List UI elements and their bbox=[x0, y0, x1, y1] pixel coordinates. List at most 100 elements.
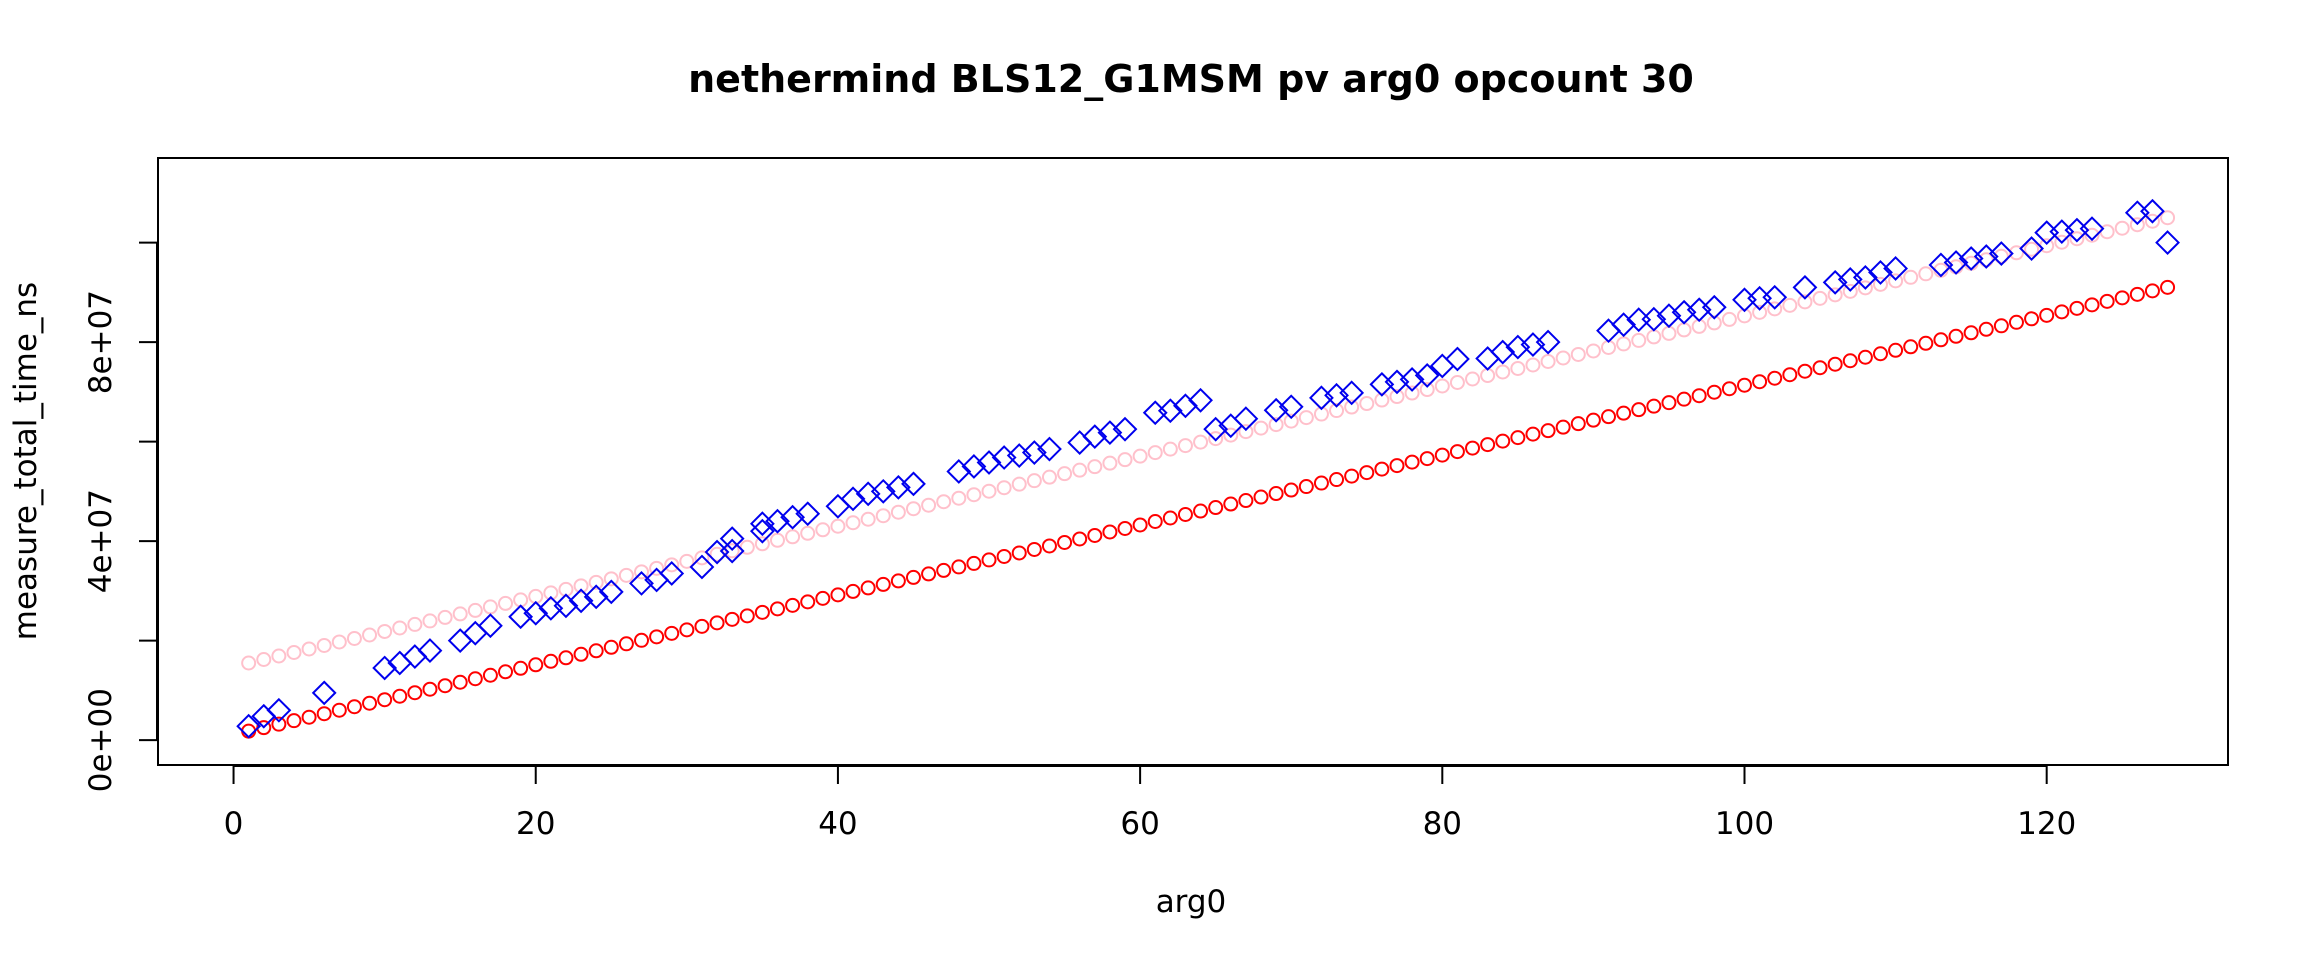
data-point-series-1 bbox=[2114, 220, 2130, 236]
data-point-series-2 bbox=[603, 639, 619, 655]
data-point-series-2 bbox=[1918, 335, 1934, 351]
data-point-series-3 bbox=[1203, 416, 1229, 442]
data-point-series-1 bbox=[785, 529, 801, 545]
data-point-series-1 bbox=[1344, 399, 1360, 415]
data-point-series-1 bbox=[2069, 231, 2085, 247]
data-point-series-1 bbox=[241, 655, 257, 671]
data-point-series-3 bbox=[1082, 424, 1108, 450]
data-point-series-1 bbox=[1918, 266, 1934, 282]
data-point-series-2 bbox=[1147, 513, 1163, 529]
data-point-series-2 bbox=[2008, 314, 2024, 330]
data-point-series-2 bbox=[800, 594, 816, 610]
data-point-series-1 bbox=[2084, 227, 2100, 243]
data-point-series-3 bbox=[1006, 443, 1032, 468]
data-point-series-3 bbox=[1837, 266, 1863, 292]
data-point-series-1 bbox=[377, 623, 393, 639]
data-point-series-2 bbox=[1963, 325, 1979, 341]
x-tick-label: 20 bbox=[516, 806, 555, 842]
x-axis-label: arg0 bbox=[1156, 884, 1227, 920]
data-point-series-2 bbox=[1011, 545, 1027, 561]
data-point-series-3 bbox=[1928, 252, 1954, 278]
data-point-series-3 bbox=[1732, 287, 1757, 313]
data-point-series-3 bbox=[1429, 353, 1455, 379]
data-point-series-2 bbox=[588, 643, 604, 659]
data-point-series-2 bbox=[1888, 342, 1904, 358]
data-point-series-1 bbox=[2008, 245, 2024, 261]
data-point-series-2 bbox=[1752, 374, 1768, 390]
data-point-series-1 bbox=[1132, 448, 1148, 464]
data-point-series-3 bbox=[1958, 246, 1984, 271]
data-point-series-1 bbox=[573, 578, 589, 594]
data-point-series-3 bbox=[1701, 294, 1727, 320]
data-point-series-2 bbox=[1585, 412, 1601, 428]
data-point-series-2 bbox=[1570, 416, 1586, 432]
data-point-series-2 bbox=[1540, 423, 1556, 439]
data-point-series-1 bbox=[1041, 469, 1057, 485]
data-point-series-3 bbox=[704, 539, 730, 565]
data-point-series-1 bbox=[1193, 434, 1209, 450]
data-point-series-2 bbox=[422, 681, 438, 697]
data-point-series-1 bbox=[1631, 332, 1647, 348]
y-axis-label: measure_total_time_ns bbox=[8, 282, 44, 640]
data-point-series-3 bbox=[2019, 236, 2044, 261]
data-point-series-2 bbox=[1993, 318, 2009, 334]
data-point-series-3 bbox=[1762, 284, 1788, 310]
data-point-series-3 bbox=[795, 501, 821, 527]
data-point-series-1 bbox=[936, 494, 952, 510]
data-point-series-2 bbox=[467, 671, 483, 687]
data-point-series-3 bbox=[1021, 440, 1047, 465]
data-point-series-1 bbox=[2024, 241, 2040, 257]
data-point-series-1 bbox=[1329, 403, 1345, 419]
data-point-series-2 bbox=[1268, 486, 1284, 502]
data-point-series-2 bbox=[1041, 538, 1057, 554]
data-point-series-3 bbox=[2034, 220, 2060, 246]
data-point-series-2 bbox=[860, 580, 876, 596]
data-point-series-1 bbox=[1888, 273, 1904, 289]
data-point-series-2 bbox=[2084, 297, 2100, 313]
data-point-series-2 bbox=[1329, 472, 1345, 488]
data-point-series-2 bbox=[1404, 454, 1420, 470]
data-point-series-2 bbox=[1782, 367, 1798, 383]
plot-frame bbox=[157, 157, 2229, 766]
data-point-series-2 bbox=[1026, 541, 1042, 557]
data-point-series-3 bbox=[901, 471, 926, 497]
data-point-series-1 bbox=[1208, 431, 1224, 447]
data-point-series-2 bbox=[785, 597, 801, 613]
data-point-series-3 bbox=[1988, 241, 2014, 266]
data-point-series-1 bbox=[1646, 329, 1662, 345]
data-point-series-1 bbox=[1495, 364, 1511, 380]
data-point-series-1 bbox=[482, 599, 498, 615]
data-point-series-2 bbox=[936, 562, 952, 578]
data-point-series-3 bbox=[2079, 216, 2105, 242]
data-point-series-3 bbox=[719, 526, 745, 552]
data-point-series-3 bbox=[689, 554, 715, 580]
data-point-series-3 bbox=[1520, 332, 1546, 357]
data-point-series-2 bbox=[1162, 510, 1178, 526]
data-point-series-2 bbox=[649, 629, 665, 645]
data-point-series-1 bbox=[1480, 367, 1496, 383]
data-point-series-2 bbox=[1434, 447, 1450, 463]
data-point-series-2 bbox=[1359, 465, 1375, 481]
data-point-series-2 bbox=[1072, 531, 1088, 547]
data-point-series-2 bbox=[2024, 311, 2040, 327]
data-point-series-3 bbox=[1263, 397, 1289, 423]
data-point-series-3 bbox=[462, 620, 488, 646]
data-point-series-1 bbox=[1661, 325, 1677, 341]
data-point-series-3 bbox=[1852, 264, 1878, 290]
data-point-series-3 bbox=[1943, 250, 1969, 275]
data-point-series-2 bbox=[1117, 520, 1133, 536]
data-point-series-1 bbox=[860, 511, 876, 527]
data-point-series-3 bbox=[1278, 394, 1304, 420]
x-tick-label: 80 bbox=[1423, 806, 1462, 842]
data-point-series-3 bbox=[2140, 198, 2165, 224]
data-point-series-3 bbox=[447, 628, 473, 654]
data-point-series-1 bbox=[664, 557, 680, 573]
data-point-series-1 bbox=[649, 560, 665, 576]
data-point-series-3 bbox=[1097, 420, 1123, 446]
data-point-series-2 bbox=[1616, 405, 1632, 421]
data-point-series-1 bbox=[754, 536, 770, 552]
data-point-series-1 bbox=[1555, 350, 1571, 366]
data-point-series-2 bbox=[1872, 346, 1888, 362]
data-point-series-2 bbox=[1344, 468, 1360, 484]
data-point-series-1 bbox=[1616, 336, 1632, 352]
